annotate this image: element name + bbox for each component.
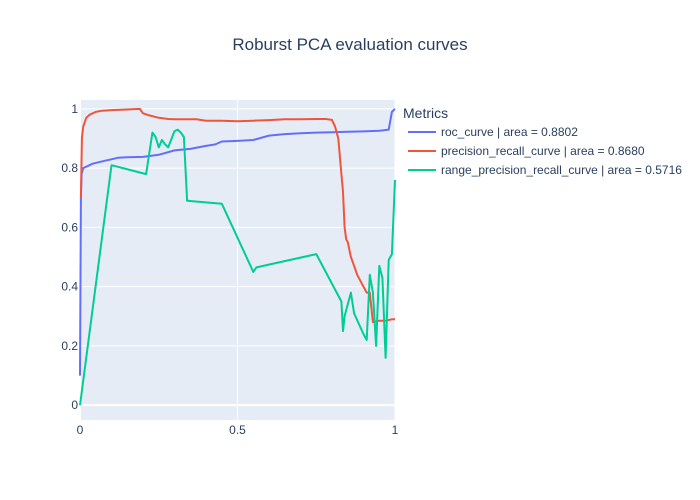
legend-item-2[interactable]: precision_recall_curve | area = 0.8680 [408,144,645,158]
y-tick-label: 0.2 [61,339,78,353]
y-axis-ticks: 0 0.2 0.4 0.6 0.8 1 [61,102,78,412]
x-tick-label: 0 [77,423,84,437]
legend-item-1[interactable]: roc_curve | area = 0.8802 [408,125,578,139]
legend-title: Metrics [403,105,448,121]
y-tick-label: 0.4 [61,280,78,294]
x-tick-label: 0.5 [229,423,246,437]
legend-label: roc_curve | area = 0.8802 [441,125,578,139]
legend-label: precision_recall_curve | area = 0.8680 [441,144,645,158]
chart-title: Roburst PCA evaluation curves [232,35,467,54]
legend-item-3[interactable]: range_precision_recall_curve | area = 0.… [408,163,682,177]
y-tick-label: 0.8 [61,161,78,175]
legend[interactable]: Metrics roc_curve | area = 0.8802 precisi… [403,105,682,177]
y-tick-label: 0.6 [61,220,78,234]
legend-items[interactable]: roc_curve | area = 0.8802 precision_recal… [408,125,682,177]
series-line-1 [79,108,396,376]
series-line-3 [79,128,396,406]
x-axis-ticks: 0 0.5 1 [77,423,399,437]
y-tick-label: 0 [71,398,78,412]
x-tick-label: 1 [392,423,399,437]
legend-label: range_precision_recall_curve | area = 0.… [441,163,682,177]
y-tick-label: 1 [71,102,78,116]
series-lines [79,107,396,406]
series-line-2 [79,107,395,324]
